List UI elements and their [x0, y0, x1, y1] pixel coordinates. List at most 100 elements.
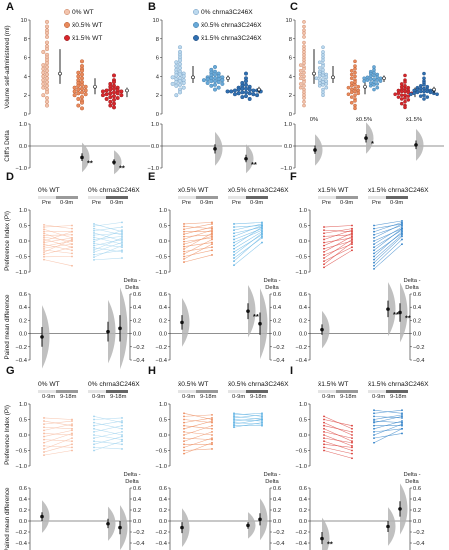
y-tick-label: 0.4 [19, 497, 28, 503]
data-point [45, 40, 50, 45]
pre-point [93, 256, 95, 259]
legend-marker-A-0 [64, 9, 70, 15]
post-point [351, 230, 353, 233]
y-tick-label: −1.0 [16, 166, 27, 172]
pre-point [373, 441, 375, 444]
delta-delta-label-F: Delta - [403, 278, 420, 284]
post-point [121, 435, 123, 438]
pre-point [323, 229, 325, 232]
post-point [121, 249, 123, 252]
y-tick-label: 0.0 [159, 433, 167, 439]
legend-label-B-1: x̄0.5% chrna3C246X [201, 22, 262, 29]
y-tick-label: 2 [289, 93, 292, 99]
data-point [415, 90, 420, 95]
swarm-B-2 [225, 71, 263, 101]
pre-point [323, 421, 325, 424]
post-point [401, 415, 403, 418]
data-point [108, 99, 113, 104]
post-point [121, 230, 123, 233]
y-tick-label: −1.0 [148, 166, 159, 172]
pre-point [43, 249, 45, 251]
y-tick-label: 0.2 [133, 318, 141, 324]
pre-point [373, 409, 375, 412]
legend-label-B-2: x̄1.5% chrna3C246X [201, 35, 262, 42]
y-tick-label: 2 [24, 93, 27, 99]
data-point [321, 73, 325, 78]
data-point [229, 89, 234, 94]
paired-line [183, 236, 213, 245]
post-point [261, 241, 263, 244]
pre-point [43, 247, 45, 250]
y-tick-label: −0.2 [133, 530, 144, 536]
pre-point [233, 260, 235, 263]
pre-point [183, 253, 185, 255]
y-label-pi-row3: Preference Index (PI) [4, 405, 11, 465]
paired-line [323, 437, 353, 444]
data-point [216, 80, 221, 85]
paired-line [233, 234, 263, 253]
gap-B-1-median [226, 76, 230, 81]
swarm-B-0 [170, 45, 186, 98]
post-point [71, 252, 73, 255]
paired-line [373, 225, 403, 236]
time-bar-fill-F-0 [336, 196, 358, 199]
y-label-pmd-row3: Paired mean difference [4, 487, 11, 550]
post-point [121, 246, 123, 249]
y-axis-pi-E: −1.0 −0.5 0.0 0.5 1.0 [156, 208, 171, 276]
data-point [108, 95, 113, 100]
data-point [45, 96, 50, 101]
y-tick-label: 0.0 [299, 433, 307, 439]
data-point [396, 91, 401, 96]
post-point [401, 243, 403, 246]
post-point [121, 424, 123, 427]
data-point [108, 103, 113, 108]
effect-E-1-significance: ** [253, 312, 259, 321]
post-point [211, 443, 213, 446]
data-point [76, 74, 81, 79]
y-axis-dd-G: −0.6−0.4−0.20.00.20.40.6 [129, 486, 145, 550]
y-tick-label: 1.0 [284, 122, 292, 128]
paired-line [373, 220, 403, 226]
paired-line [373, 239, 403, 267]
data-point [425, 89, 430, 94]
post-point [261, 232, 263, 235]
delta-delta-label-I-2: Delta [405, 479, 419, 485]
paired-line [43, 439, 73, 442]
paired-line [323, 450, 353, 459]
post-point [401, 226, 403, 228]
pre-point [93, 418, 95, 421]
pre-point [183, 258, 185, 260]
data-point [79, 95, 84, 100]
swarm-C-3 [362, 65, 383, 92]
effect-E-2-distribution [260, 288, 268, 360]
pre-point [93, 232, 95, 234]
pre-point [183, 449, 185, 452]
data-point [353, 59, 357, 64]
data-point [177, 58, 182, 63]
y-tick-label: −0.2 [16, 345, 27, 351]
pre-point [373, 268, 375, 270]
delta-delta-label-F-2: Delta [405, 285, 419, 291]
post-point [401, 229, 403, 232]
pre-point [373, 249, 375, 252]
data-point [45, 99, 50, 104]
data-point [236, 87, 241, 92]
data-point [353, 70, 357, 75]
data-point [76, 103, 81, 108]
time-label-G-1-b: 9-18m [110, 394, 127, 400]
post-point [211, 420, 213, 422]
pre-point [233, 254, 235, 256]
time-bar-fill-H-0 [196, 390, 218, 393]
pre-point [373, 431, 375, 433]
time-bar-fill-E-0 [196, 196, 218, 199]
y-tick-label: 0.6 [413, 292, 421, 298]
time-bar-fill-G-1 [106, 390, 128, 393]
data-point [356, 91, 361, 96]
y-tick-label: −0.5 [16, 449, 27, 455]
data-point [317, 74, 322, 79]
paired-line [93, 245, 123, 258]
data-point [247, 96, 252, 101]
y-tick-label: −0.4 [273, 541, 285, 547]
y-tick-label: 0.5 [19, 418, 27, 424]
pre-point [43, 420, 45, 422]
